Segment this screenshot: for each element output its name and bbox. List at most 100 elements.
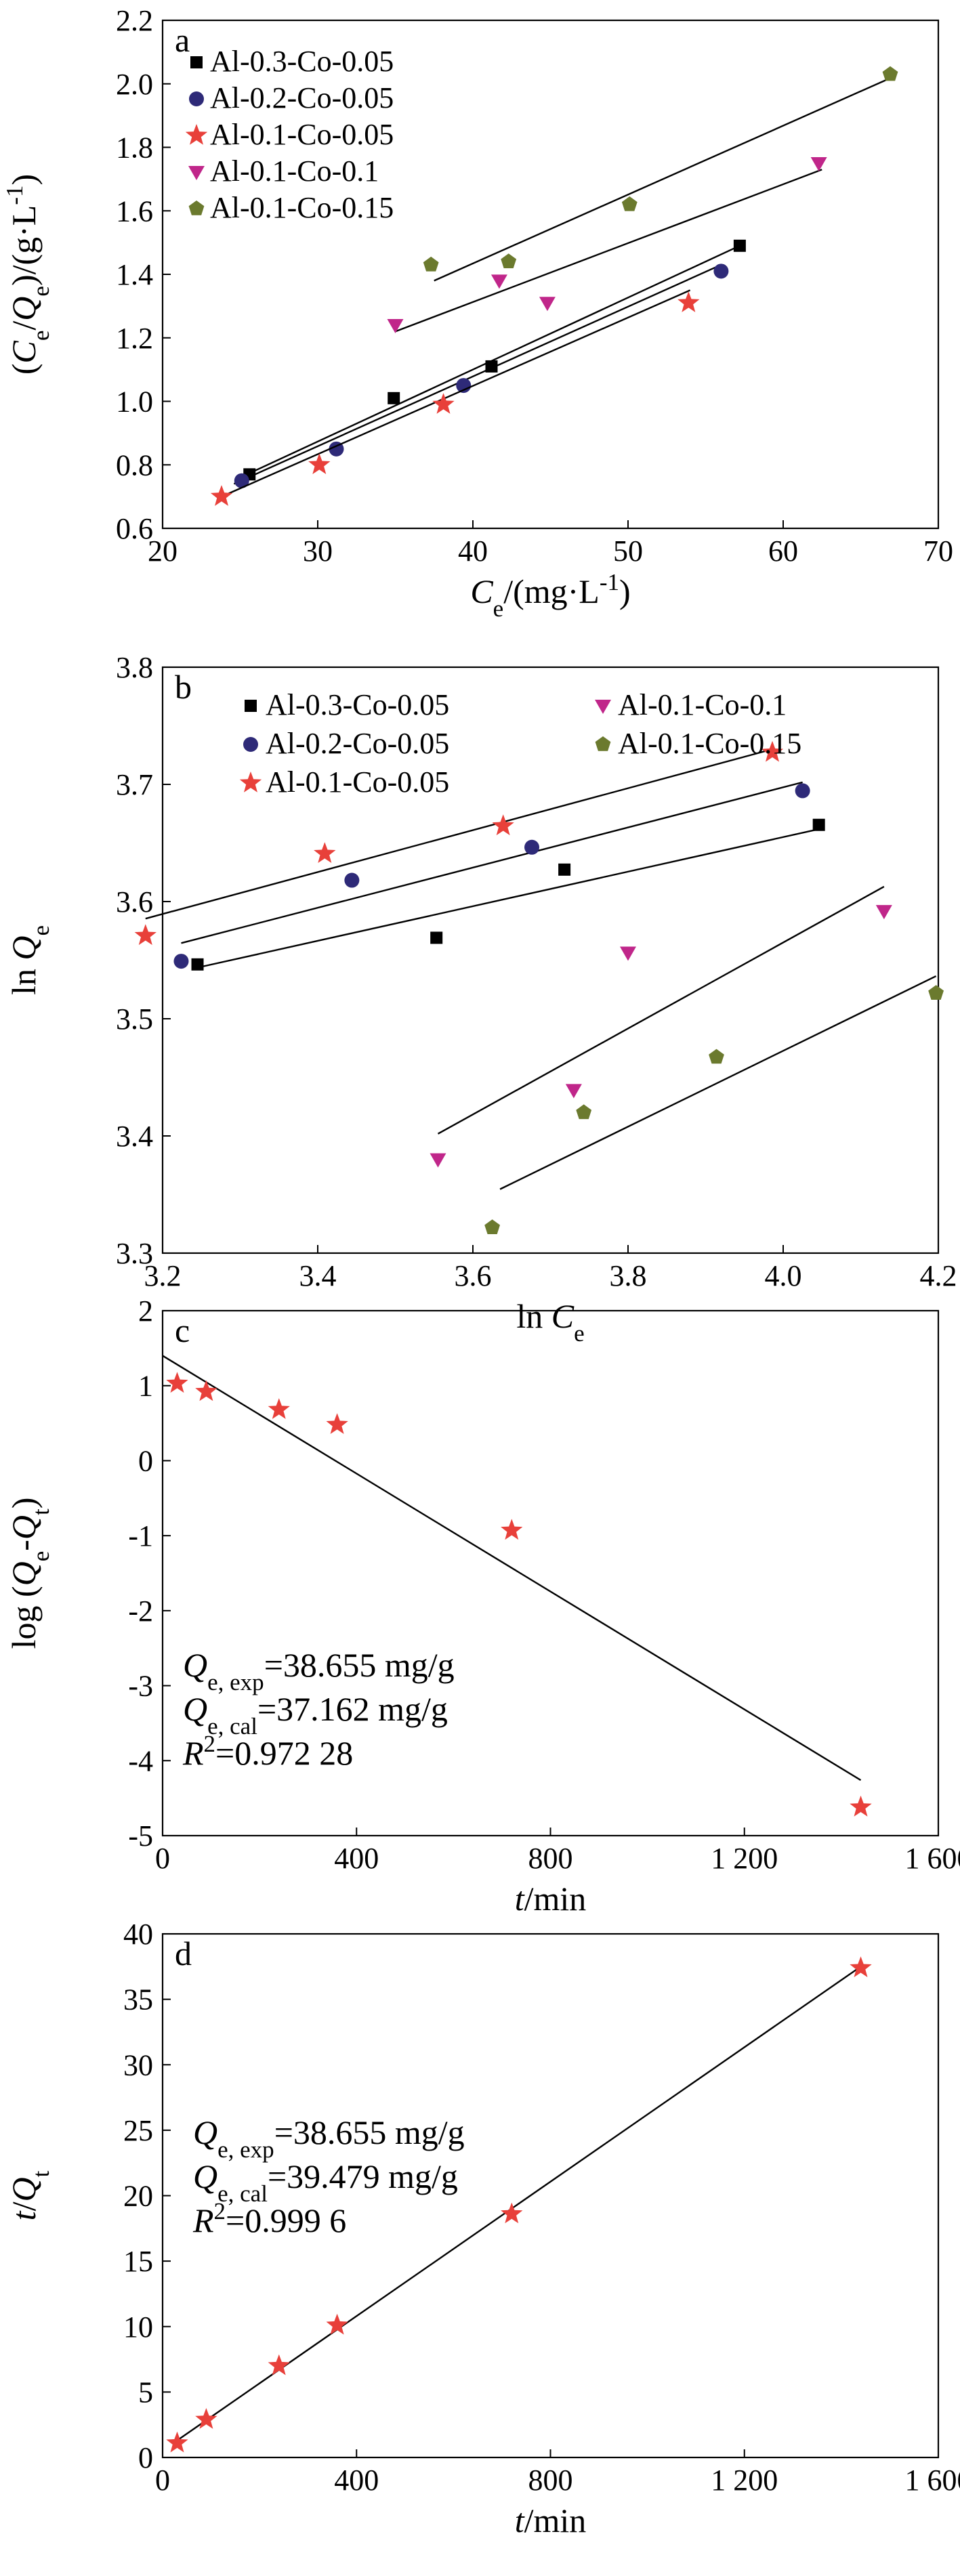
x-tick-label: 800 — [528, 2464, 573, 2497]
fit-line — [181, 781, 803, 944]
y-tick-label: 40 — [123, 1918, 153, 1951]
data-point — [134, 924, 156, 946]
series-al-0-1-co-0-15 — [423, 66, 898, 282]
x-tick-label: 3.2 — [144, 1259, 182, 1292]
series-al-0-1-co-0-1 — [387, 156, 827, 333]
legend-item: Al-0.1-Co-0.15 — [188, 191, 394, 224]
panel-letter: d — [175, 1935, 192, 1972]
legend-marker — [245, 700, 257, 712]
data-point — [430, 1153, 446, 1168]
data-point — [621, 196, 638, 211]
series-data — [166, 1956, 872, 2453]
x-tick-label: 1 600 — [905, 2464, 960, 2497]
x-tick-label: 1 200 — [711, 1842, 778, 1875]
legend-marker — [188, 200, 205, 215]
x-tick-label: 70 — [923, 534, 953, 568]
data-point — [850, 1956, 872, 1977]
data-point — [928, 985, 944, 1000]
x-tick-label: 4.2 — [920, 1259, 957, 1292]
y-tick-label: 2 — [138, 1294, 153, 1328]
y-tick-label: 2.0 — [116, 68, 153, 101]
data-point — [850, 1795, 872, 1817]
data-point — [326, 1413, 348, 1434]
data-point — [620, 946, 636, 961]
series-al-0-2-co-0-05 — [233, 263, 729, 488]
y-tick-label: -4 — [128, 1744, 153, 1777]
data-point — [268, 2354, 290, 2376]
fit-line — [233, 263, 722, 485]
data-point — [191, 958, 204, 971]
y-axis-label: (Ce/Qe)/(g·L-1) — [1, 174, 54, 375]
x-tick-label: 3.8 — [610, 1259, 647, 1292]
fit-annotations: Qe, exp=38.655 mg/gQe, cal=37.162 mg/gR2… — [182, 1646, 455, 1772]
y-tick-label: 15 — [123, 2245, 153, 2278]
data-point — [713, 263, 729, 279]
legend-marker — [239, 772, 262, 793]
data-point — [308, 453, 331, 474]
annotation-text: R2=0.999 6 — [192, 2198, 346, 2240]
y-tick-label: 1.4 — [116, 258, 153, 291]
x-tick-label: 3.6 — [455, 1259, 492, 1292]
x-tick-label: 20 — [148, 534, 178, 568]
x-tick-label: 50 — [613, 534, 643, 568]
y-tick-label: 10 — [123, 2310, 153, 2344]
legend-item: Al-0.1-Co-0.1 — [188, 154, 379, 188]
legend-label: Al-0.1-Co-0.1 — [618, 688, 787, 721]
plot-frame — [161, 666, 940, 1254]
y-tick-label: 3.8 — [116, 651, 153, 684]
annotation-text: Qe, cal=39.479 mg/g — [193, 2157, 458, 2207]
y-tick-label: 30 — [123, 2048, 153, 2082]
data-point — [432, 393, 455, 414]
annotation-text: Qe, exp=38.655 mg/g — [183, 1646, 455, 1695]
data-point — [423, 256, 439, 272]
series-al-0-2-co-0-05 — [173, 781, 810, 969]
y-tick-label: -1 — [128, 1519, 153, 1553]
panel-b: 3.2 3.4 3.6 3.8 4.0 4.2 3.3 3.4 3.5 3.6 3.7 3.8 ln C… — [5, 651, 957, 1347]
x-tick-label: 1 200 — [711, 2464, 778, 2497]
y-tick-label: -3 — [128, 1670, 153, 1703]
data-point — [709, 1049, 724, 1064]
data-point — [210, 485, 233, 506]
data-point — [882, 66, 898, 81]
data-point — [484, 1219, 500, 1234]
legend-item: Al-0.1-Co-0.1 — [595, 688, 787, 721]
data-point — [387, 319, 404, 333]
panel-d: 0 400 800 1 200 1 600 0 5 10 15 20 25 30 35 40 t/min t/… — [5, 1918, 960, 2539]
y-tick-label: 1 — [138, 1370, 153, 1403]
data-point — [388, 392, 400, 404]
y-tick-label: 3.4 — [116, 1120, 153, 1153]
panel-letter: c — [175, 1311, 190, 1349]
y-tick-label: 0 — [138, 1444, 153, 1477]
legend-item: Al-0.1-Co-0.05 — [185, 118, 394, 151]
legend-item: Al-0.2-Co-0.05 — [243, 727, 449, 760]
legend-item: Al-0.3-Co-0.05 — [190, 45, 394, 78]
data-point — [166, 1372, 188, 1393]
legend-marker — [189, 91, 204, 106]
legend-item: Al-0.1-Co-0.05 — [239, 765, 449, 799]
legend-marker — [190, 56, 203, 68]
panel-letter: a — [175, 21, 190, 59]
x-tick-label: 400 — [334, 2464, 379, 2497]
x-tick-label: 60 — [768, 534, 798, 568]
y-tick-label: 35 — [123, 1983, 153, 2017]
x-tick-label: 3.4 — [299, 1259, 337, 1292]
legend-marker — [185, 124, 208, 145]
data-point — [501, 2202, 523, 2224]
series-al-0-3-co-0-05 — [191, 818, 825, 971]
legend-label: Al-0.1-Co-0.05 — [266, 765, 449, 799]
panel-letter: b — [175, 668, 192, 706]
annotation-text: Qe, cal=37.162 mg/g — [183, 1690, 448, 1739]
data-point — [234, 473, 249, 488]
series-data — [162, 1355, 872, 1817]
x-tick-label: 0 — [155, 2464, 170, 2497]
x-tick-label: 1 600 — [905, 1842, 960, 1875]
data-point — [733, 239, 746, 252]
y-tick-label: 1.0 — [116, 385, 153, 419]
y-tick-label: 3.6 — [116, 885, 153, 919]
data-point — [576, 1104, 592, 1120]
data-point — [268, 1398, 290, 1419]
x-tick-label: 400 — [334, 1842, 379, 1875]
fit-line — [176, 1966, 862, 2441]
data-point — [195, 2408, 217, 2429]
